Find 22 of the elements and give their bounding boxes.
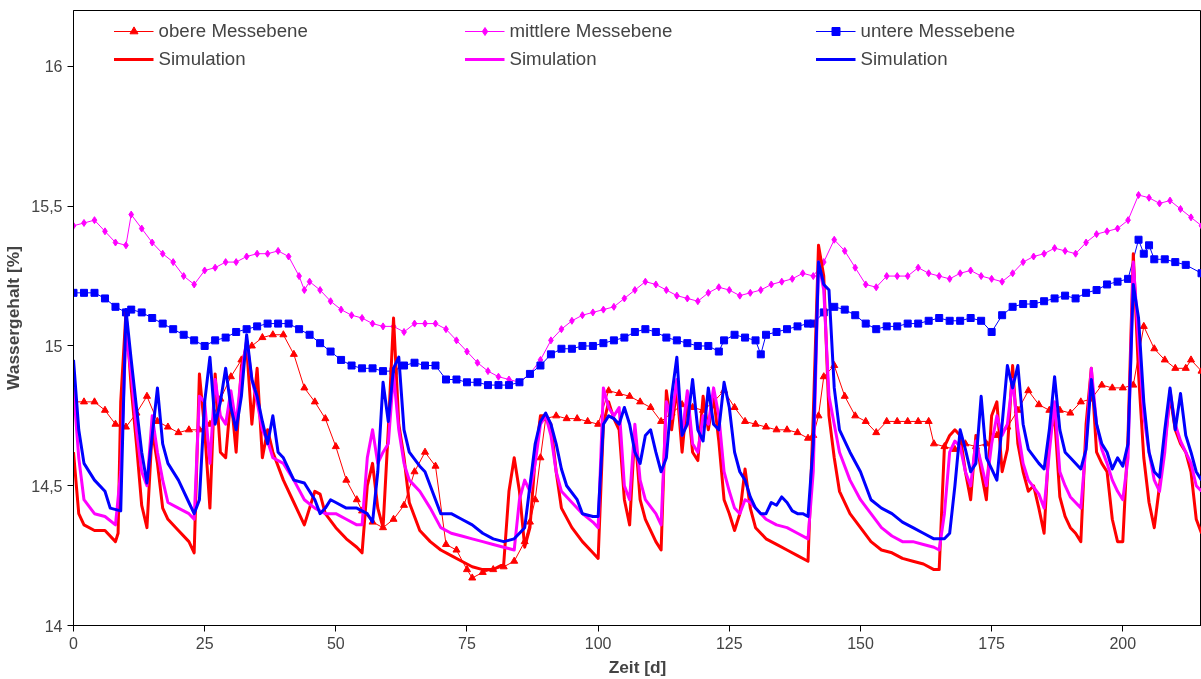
y-tick-label: 14,5 [31, 477, 63, 495]
y-axis-title: Wassergehalt [%] [3, 246, 24, 390]
x-tick-label: 100 [584, 634, 612, 652]
legend-label: mittlere Messebene [509, 20, 674, 42]
legend-label: Simulation [860, 48, 949, 70]
y-tick-label: 15 [44, 337, 63, 355]
y-tick-label: 14 [44, 617, 63, 635]
x-tick-label: 175 [978, 634, 1006, 652]
legend-label: Simulation [158, 48, 247, 70]
x-tick-label: 150 [847, 634, 874, 652]
y-tick-label: 16 [44, 58, 63, 76]
x-tick-label: 50 [326, 634, 345, 652]
x-tick-label: 25 [195, 634, 214, 652]
x-tick-label: 200 [1109, 634, 1137, 652]
legend-label: untere Messebene [860, 20, 1017, 42]
legend-label: obere Messebene [158, 20, 309, 42]
x-tick-label: 125 [715, 634, 743, 652]
y-tick-label: 15,5 [31, 198, 63, 216]
x-tick-label: 75 [458, 634, 476, 652]
x-axis-title: Zeit [d] [608, 656, 667, 677]
legend-label: Simulation [509, 48, 598, 70]
x-tick-label: 0 [69, 634, 79, 652]
